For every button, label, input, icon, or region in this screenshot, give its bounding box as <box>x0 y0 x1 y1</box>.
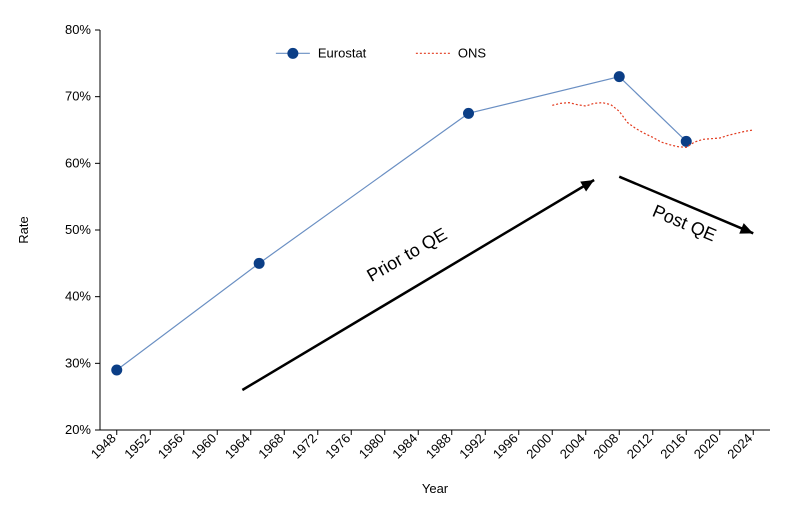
legend-label-ons: ONS <box>458 45 487 60</box>
y-axis-label: Rate <box>16 216 31 243</box>
legend-marker-eurostat <box>287 48 298 59</box>
x-tick-label: 1976 <box>322 431 353 462</box>
x-tick-label: 1988 <box>423 431 454 462</box>
y-tick-label: 40% <box>65 289 91 304</box>
x-tick-label: 1948 <box>88 431 119 462</box>
x-tick-label: 2004 <box>557 431 588 462</box>
y-tick-label: 20% <box>65 422 91 437</box>
series-eurostat-marker <box>111 365 122 376</box>
x-tick-label: 1980 <box>356 431 387 462</box>
y-tick-label: 80% <box>65 22 91 37</box>
arrow1-arrow <box>242 180 594 390</box>
arrow1-label: Prior to QE <box>363 224 450 286</box>
x-tick-label: 1972 <box>289 431 320 462</box>
x-tick-label: 2020 <box>691 431 722 462</box>
legend-label-eurostat: Eurostat <box>318 45 367 60</box>
x-tick-label: 2024 <box>724 431 755 462</box>
arrow2-label: Post QE <box>650 201 720 246</box>
series-eurostat-marker <box>254 258 265 269</box>
series-eurostat-marker <box>614 71 625 82</box>
x-tick-label: 2012 <box>624 431 655 462</box>
y-tick-label: 30% <box>65 355 91 370</box>
y-tick-label: 50% <box>65 222 91 237</box>
x-tick-label: 1956 <box>155 431 186 462</box>
y-tick-label: 60% <box>65 155 91 170</box>
x-tick-label: 1964 <box>222 431 253 462</box>
series-eurostat-marker <box>463 108 474 119</box>
x-tick-label: 2000 <box>523 431 554 462</box>
x-tick-label: 1952 <box>121 431 152 462</box>
x-axis-label: Year <box>422 481 449 496</box>
y-tick-label: 70% <box>65 89 91 104</box>
x-tick-label: 1960 <box>188 431 219 462</box>
series-eurostat-line <box>117 77 687 370</box>
x-tick-label: 1984 <box>389 431 420 462</box>
x-tick-label: 1968 <box>255 431 286 462</box>
x-tick-label: 1992 <box>456 431 487 462</box>
x-tick-label: 2008 <box>590 431 621 462</box>
legend: Eurostat ONS <box>276 45 487 60</box>
x-tick-label: 2016 <box>657 431 688 462</box>
x-tick-label: 1996 <box>490 431 521 462</box>
rate-chart: 20%30%40%50%60%70%80%1948195219561960196… <box>0 0 791 513</box>
